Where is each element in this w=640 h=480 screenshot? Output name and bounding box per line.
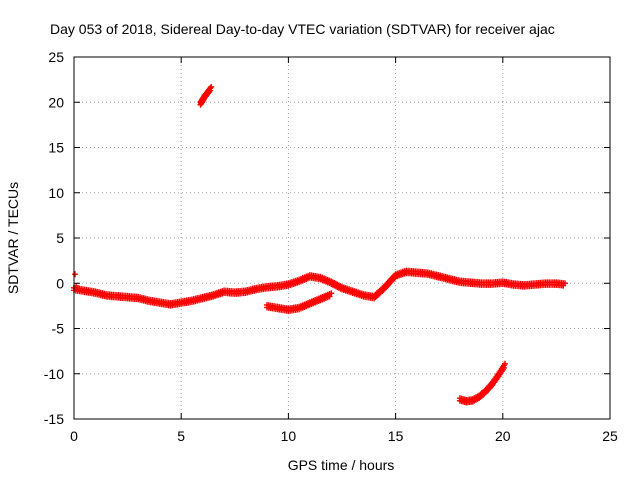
y-tick-label: -10 (44, 366, 64, 382)
data-point (207, 87, 214, 94)
data-points (71, 83, 568, 406)
y-tick-label: -5 (52, 321, 65, 337)
grid-lines (74, 57, 610, 419)
data-point (328, 290, 335, 297)
x-tick-label: 20 (495, 428, 511, 444)
series-segment-9-12h (263, 290, 335, 315)
y-tick-label: 20 (48, 94, 64, 110)
series-main-track (71, 267, 568, 309)
data-point (561, 280, 568, 287)
y-axis-ticks: -15 -10 -5 0 5 10 15 20 25 (44, 49, 610, 427)
series-segment-near-6h (197, 83, 215, 108)
data-point (72, 271, 79, 278)
x-tick-label: 5 (177, 428, 185, 444)
x-tick-label: 0 (70, 428, 78, 444)
x-tick-label: 15 (388, 428, 404, 444)
series-segment-18-20h (456, 360, 508, 406)
data-point (500, 364, 507, 371)
data-point (501, 360, 508, 367)
x-tick-label: 10 (281, 428, 297, 444)
x-tick-label: 25 (602, 428, 618, 444)
y-tick-label: 15 (48, 140, 64, 156)
series-isolated-points (72, 271, 80, 289)
chart-title: Day 053 of 2018, Sidereal Day-to-day VTE… (50, 21, 555, 37)
y-tick-label: -15 (44, 411, 64, 427)
y-tick-label: 10 (48, 185, 64, 201)
y-axis-label: SDTVAR / TECUs (5, 182, 21, 294)
y-tick-label: 25 (48, 49, 64, 65)
x-axis-label: GPS time / hours (288, 457, 395, 473)
data-point (326, 293, 333, 300)
y-tick-label: 0 (56, 275, 64, 291)
y-tick-label: 5 (56, 230, 64, 246)
data-point (208, 83, 215, 90)
x-axis-ticks: 0 5 10 15 20 25 (70, 57, 618, 444)
